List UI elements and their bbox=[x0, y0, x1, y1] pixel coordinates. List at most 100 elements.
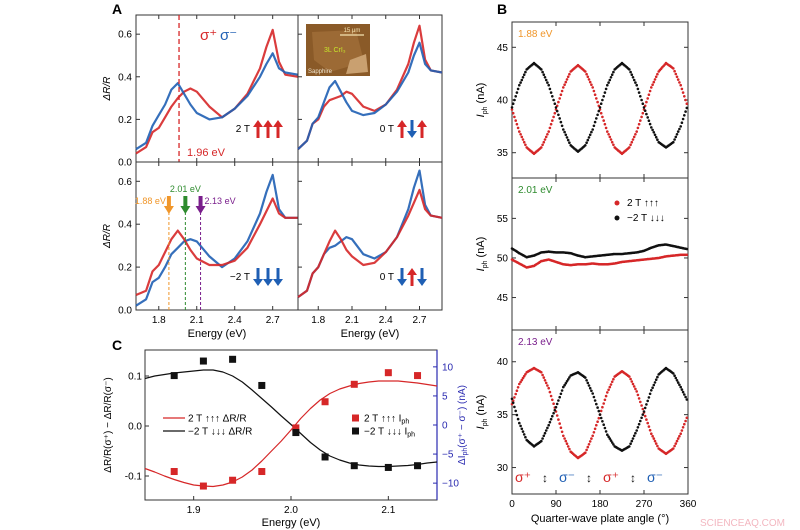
marker-label: 1.88 eV bbox=[135, 196, 166, 206]
data-point bbox=[591, 86, 594, 89]
data-point bbox=[680, 429, 684, 432]
data-point bbox=[593, 120, 597, 124]
data-point bbox=[674, 376, 678, 380]
data-point bbox=[414, 372, 422, 380]
data-point bbox=[640, 115, 643, 119]
y-tick-label: 0.4 bbox=[118, 220, 132, 231]
data-point bbox=[685, 102, 689, 105]
data-point bbox=[607, 133, 610, 136]
data-point bbox=[604, 430, 608, 433]
data-point bbox=[672, 372, 675, 375]
data-point bbox=[584, 70, 587, 73]
data-point bbox=[595, 117, 598, 120]
data-point bbox=[555, 402, 559, 406]
data-point bbox=[631, 76, 635, 79]
data-point bbox=[543, 76, 547, 79]
legend-label: −2 T ↓↓↓ Iph bbox=[364, 427, 415, 439]
data-point bbox=[684, 395, 687, 399]
data-point bbox=[641, 413, 645, 416]
data-point bbox=[521, 376, 525, 380]
data-point bbox=[643, 414, 647, 418]
data-point bbox=[540, 146, 543, 149]
marker-arrowhead-icon bbox=[180, 206, 191, 214]
data-point bbox=[650, 86, 653, 89]
data-point bbox=[547, 386, 550, 390]
data-point bbox=[590, 130, 593, 134]
data-point bbox=[676, 78, 680, 81]
sigma-minus-spectrum bbox=[135, 173, 298, 307]
data-point bbox=[565, 442, 569, 446]
data-point bbox=[596, 100, 599, 104]
energy-label: 2.13 eV bbox=[518, 337, 553, 348]
data-point bbox=[628, 445, 631, 448]
sigma-minus-spectrum bbox=[135, 52, 299, 151]
polarization-label: σ⁻ bbox=[559, 469, 575, 485]
data-point bbox=[519, 81, 522, 84]
data-point bbox=[519, 424, 522, 428]
data-point bbox=[566, 378, 570, 381]
data-point bbox=[652, 383, 656, 387]
data-point bbox=[546, 81, 549, 84]
data-point bbox=[510, 106, 514, 109]
data-point bbox=[601, 420, 604, 423]
data-point bbox=[350, 462, 358, 470]
data-point bbox=[647, 396, 651, 399]
y-right-tick-label: 5 bbox=[442, 391, 448, 402]
data-point bbox=[551, 95, 554, 98]
data-point bbox=[629, 442, 632, 446]
data-point bbox=[585, 448, 588, 452]
y-tick-label: 35 bbox=[497, 148, 509, 159]
legend-name: 2 T ↑↑↑ I bbox=[364, 414, 401, 425]
energy-label: 1.88 eV bbox=[518, 29, 553, 40]
data-point bbox=[562, 385, 565, 389]
data-point bbox=[516, 126, 520, 130]
data-point bbox=[599, 111, 603, 115]
data-point bbox=[639, 400, 642, 404]
data-point bbox=[588, 386, 592, 390]
data-point bbox=[587, 384, 591, 387]
panel-label-b: B bbox=[497, 1, 507, 17]
spin-up-arrow-icon bbox=[253, 120, 263, 138]
y-tick-label: 0.2 bbox=[118, 263, 132, 274]
data-point bbox=[350, 380, 358, 388]
data-point bbox=[593, 399, 597, 402]
data-point bbox=[592, 395, 596, 399]
data-point bbox=[602, 119, 605, 122]
data-point bbox=[602, 402, 605, 405]
data-point bbox=[609, 439, 613, 442]
data-point bbox=[559, 120, 563, 124]
data-point bbox=[515, 122, 519, 126]
data-point bbox=[593, 427, 597, 431]
data-point bbox=[587, 136, 591, 139]
data-point bbox=[199, 357, 207, 365]
microscope-inset-image: 15 μm 3L CrI₃ Sapphire bbox=[306, 24, 370, 76]
legend-name: −2 T ↓↓↓ I bbox=[364, 427, 407, 438]
data-point bbox=[630, 140, 634, 144]
data-point bbox=[646, 97, 649, 100]
panel-a-axes-3 bbox=[297, 161, 443, 311]
data-point bbox=[544, 78, 548, 82]
data-point bbox=[551, 119, 554, 122]
data-point bbox=[513, 98, 516, 102]
data-point bbox=[599, 102, 603, 105]
data-point bbox=[516, 87, 520, 91]
series-black bbox=[510, 61, 689, 153]
data-point bbox=[170, 468, 178, 476]
data-point bbox=[608, 385, 612, 389]
legend-label: 2 T ↑↑↑ Iph bbox=[364, 414, 409, 426]
data-point bbox=[586, 75, 590, 79]
data-point bbox=[513, 405, 516, 409]
data-point bbox=[685, 247, 689, 251]
data-point bbox=[595, 402, 598, 406]
x-tick-label: 2.7 bbox=[413, 315, 427, 326]
data-point bbox=[542, 73, 546, 76]
data-point bbox=[541, 437, 544, 440]
data-point bbox=[596, 113, 599, 117]
data-point bbox=[524, 435, 527, 439]
data-point bbox=[648, 89, 652, 93]
data-point bbox=[654, 442, 658, 445]
y-label-sub: ph bbox=[482, 260, 489, 268]
data-point bbox=[642, 106, 646, 109]
data-point bbox=[547, 423, 550, 427]
data-point bbox=[639, 119, 642, 122]
